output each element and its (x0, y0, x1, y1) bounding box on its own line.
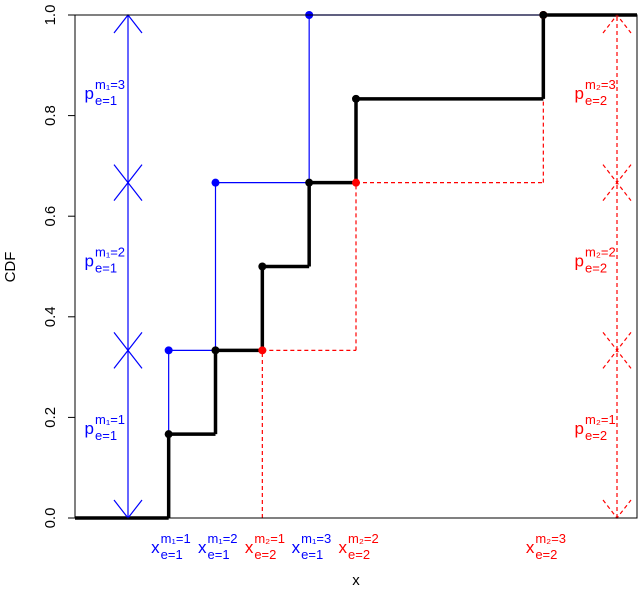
prob-label-e2-sub: e=2 (585, 428, 607, 443)
prob-label-e2-base: p (575, 252, 584, 271)
prob-label-e2-base: p (575, 84, 584, 103)
prob-label-e1-base: p (85, 84, 94, 103)
x-tick-label-sup: m₁=2 (208, 531, 238, 546)
x-tick-label-base: x (198, 538, 207, 557)
prob-label-e1-sub: e=1 (95, 261, 117, 276)
x-tick-label-sup: m₂=3 (535, 531, 566, 546)
data-point-e=1 (211, 178, 220, 187)
prob-label-e1: p m₁=1e=1 (85, 412, 126, 443)
x-tick-label-sub: e=2 (348, 547, 370, 562)
y-tick-label: 1.0 (42, 5, 59, 26)
x-tick-label: x m₁=3e=1 (292, 531, 332, 562)
prob-label-e2: p m₂=2e=2 (575, 245, 616, 276)
x-tick-label: x m₂=1e=2 (245, 531, 285, 562)
data-point-e=1 (164, 346, 173, 355)
bracket-e1-arrow-up (113, 181, 143, 202)
prob-label-e2-sup: m₂=3 (585, 77, 616, 92)
x-tick-label-sup: m₂=2 (348, 531, 379, 546)
x-axis-title: x (352, 572, 360, 589)
x-tick-label: x m₁=2e=1 (198, 531, 238, 562)
prob-label-e2: p m₂=3e=2 (575, 77, 616, 108)
x-tick-label-sup: m₂=1 (254, 531, 285, 546)
prob-label-e1-base: p (85, 252, 94, 271)
prob-label-e1-sup: m₁=3 (95, 77, 125, 92)
y-tick-label: 0.8 (42, 105, 59, 126)
x-tick-label: x m₂=3e=2 (526, 531, 566, 562)
x-tick-label-base: x (292, 538, 301, 557)
y-tick-label: 0.6 (42, 206, 59, 227)
prob-label-e1-sub: e=1 (95, 93, 117, 108)
prob-label-e1-sub: e=1 (95, 428, 117, 443)
data-point-e=2 (258, 346, 267, 355)
y-tick-label: 0.2 (42, 407, 59, 428)
prob-label-e1-base: p (85, 419, 94, 438)
x-tick-label-sub: e=2 (254, 547, 276, 562)
x-tick-label-sup: m₁=3 (301, 531, 331, 546)
x-tick-label-sub: e=1 (301, 547, 323, 562)
probability-labels: p m₁=1e=1p m₁=2e=1p m₁=3e=1p m₂=1e=2p m₂=2e=2… (85, 77, 616, 443)
data-point-combined (258, 262, 267, 271)
x-tick-label-base: x (151, 538, 160, 557)
y-tick-label: 0.0 (42, 508, 59, 529)
prob-label-e2-sup: m₂=1 (585, 412, 616, 427)
prob-label-e2: p m₂=1e=2 (575, 412, 616, 443)
data-point-e=2 (352, 178, 360, 187)
y-tick-label: 0.4 (42, 306, 59, 327)
prob-label-e1: p m₁=3e=1 (85, 77, 126, 108)
x-tick-label: x m₁=1e=1 (151, 531, 191, 562)
bracket-e1-arrow-up (113, 349, 143, 369)
bracket-e2-arrow-up (602, 181, 632, 202)
y-axis-title: CDF (2, 252, 19, 283)
probability-brackets (113, 14, 632, 519)
data-point-combined (305, 178, 314, 187)
y-axis: 0.0 0.2 0.4 0.6 0.8 1.0 (42, 5, 76, 529)
prob-label-e1-sup: m₁=1 (95, 412, 125, 427)
prob-label-e2-base: p (575, 419, 584, 438)
x-tick-label-sub: e=1 (208, 547, 230, 562)
prob-label-e1: p m₁=2e=1 (85, 245, 126, 276)
x-tick-label-base: x (526, 538, 535, 557)
x-tick-label-base: x (339, 538, 348, 557)
data-point-combined (211, 346, 220, 355)
x-tick-label-base: x (245, 538, 254, 557)
data-point-combined (352, 94, 360, 103)
bracket-e2-arrow-up (602, 349, 632, 369)
prob-label-e2-sub: e=2 (585, 261, 607, 276)
x-tick-label: x m₂=2e=2 (339, 531, 379, 562)
prob-label-e2-sup: m₂=2 (585, 245, 616, 260)
prob-label-e2-sub: e=2 (585, 93, 607, 108)
x-tick-label-sup: m₁=1 (161, 531, 191, 546)
x-tick-labels: x m₁=1e=1 x m₁=2e=1 x m₂=1e=2 x m₁=3e=1 x m₂=2e=2… (151, 531, 566, 562)
data-point-combined (164, 430, 173, 439)
x-tick-label-sub: e=1 (161, 547, 183, 562)
prob-label-e1-sup: m₁=2 (95, 245, 125, 260)
x-tick-label-sub: e=2 (535, 547, 557, 562)
